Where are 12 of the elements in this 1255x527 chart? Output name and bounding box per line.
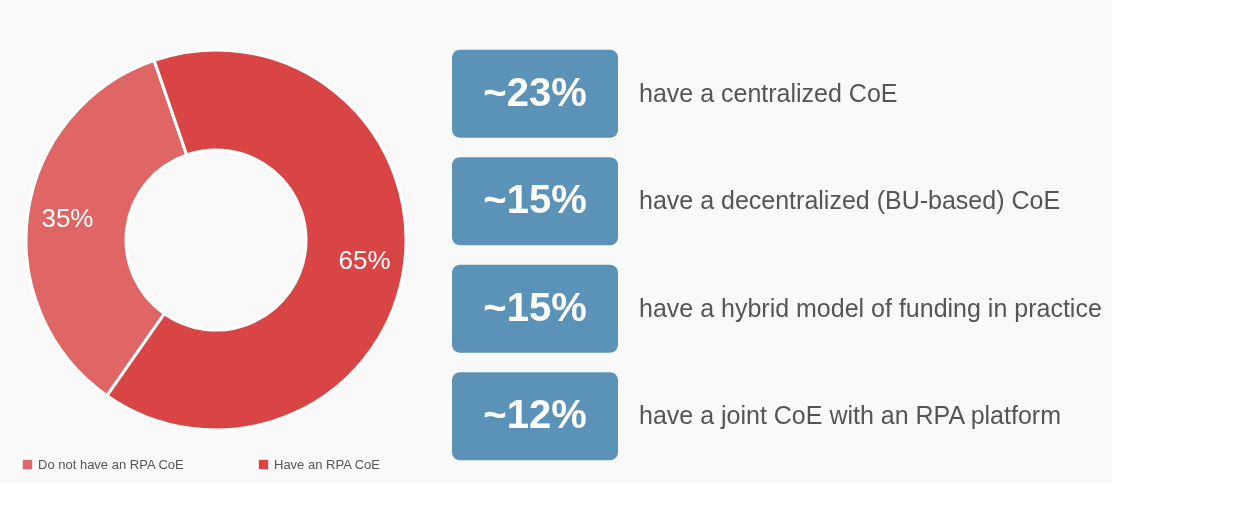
legend-label: Do not have an RPA CoE (38, 456, 185, 472)
text: ~15% (483, 177, 587, 222)
category-label: have a centralized CoE (639, 78, 898, 107)
legend-label: Have an RPA CoE (274, 456, 381, 472)
text: ~15% (483, 284, 587, 329)
category-label: have a hybrid model of funding in practice (639, 293, 1102, 322)
category-label: have a decentralized (BU-based) CoE (639, 186, 1061, 215)
data-label: 65% (338, 244, 391, 275)
category-label: have a joint CoE with an RPA platform (639, 401, 1061, 430)
data-label: 35% (41, 203, 94, 234)
text: ~12% (483, 392, 587, 437)
text: ~23% (483, 69, 587, 114)
